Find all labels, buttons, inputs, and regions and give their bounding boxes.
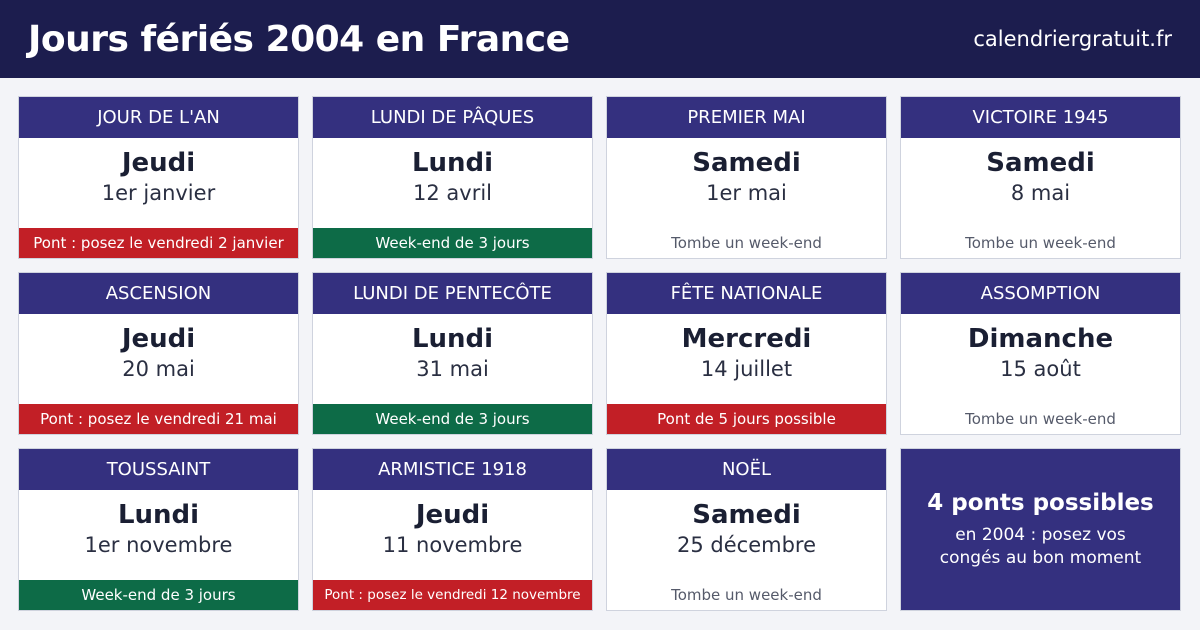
holiday-grid: JOUR DE L'AN Jeudi 1er janvier Pont : po… [18, 96, 1181, 611]
holiday-weekday: Lundi [117, 500, 200, 530]
holiday-card: NOËL Samedi 25 décembre Tombe un week-en… [606, 448, 887, 611]
holiday-weekday: Jeudi [121, 324, 196, 354]
summary-card: 4 ponts possibles en 2004 : posez vos co… [900, 448, 1181, 611]
holiday-name: ASCENSION [19, 273, 298, 314]
holiday-name: JOUR DE L'AN [19, 97, 298, 138]
holiday-date: 1er mai [706, 181, 787, 205]
holiday-card: LUNDI DE PÂQUES Lundi 12 avril Week-end … [312, 96, 593, 259]
holiday-card: ASCENSION Jeudi 20 mai Pont : posez le v… [18, 272, 299, 435]
summary-line-2: congés au bon moment [939, 547, 1142, 568]
page-title: Jours fériés 2004 en France [28, 18, 570, 60]
holiday-card: ARMISTICE 1918 Jeudi 11 novembre Pont : … [312, 448, 593, 611]
holiday-date: 1er janvier [101, 181, 216, 205]
site-name[interactable]: calendriergratuit.fr [973, 27, 1172, 51]
holiday-name: LUNDI DE PENTECÔTE [313, 273, 592, 314]
holiday-note: Week-end de 3 jours [19, 580, 298, 610]
holiday-date: 8 mai [1010, 181, 1071, 205]
holiday-name: NOËL [607, 449, 886, 490]
holiday-date: 1er novembre [84, 533, 233, 557]
holiday-card: VICTOIRE 1945 Samedi 8 mai Tombe un week… [900, 96, 1181, 259]
holiday-date: 15 août [1000, 357, 1081, 381]
holiday-card: TOUSSAINT Lundi 1er novembre Week-end de… [18, 448, 299, 611]
holiday-note: Pont de 5 jours possible [607, 404, 886, 434]
holiday-date: 25 décembre [677, 533, 816, 557]
holiday-note: Tombe un week-end [607, 228, 886, 258]
holiday-name: ASSOMPTION [901, 273, 1180, 314]
holiday-weekday: Samedi [692, 148, 801, 178]
holiday-weekday: Jeudi [121, 148, 196, 178]
holiday-date: 14 juillet [700, 357, 793, 381]
holiday-weekday: Samedi [692, 500, 801, 530]
holiday-date: 20 mai [122, 357, 195, 381]
header-bar: Jours fériés 2004 en France calendriergr… [0, 0, 1200, 78]
holiday-name: FÊTE NATIONALE [607, 273, 886, 314]
holiday-card: PREMIER MAI Samedi 1er mai Tombe un week… [606, 96, 887, 259]
holiday-note: Pont : posez le vendredi 21 mai [19, 404, 298, 434]
holiday-weekday: Jeudi [415, 500, 490, 530]
holiday-note: Pont : posez le vendredi 2 janvier [19, 228, 298, 258]
holiday-note: Tombe un week-end [901, 228, 1180, 258]
holiday-weekday: Dimanche [967, 324, 1114, 354]
holiday-weekday: Lundi [411, 324, 494, 354]
holiday-weekday: Lundi [411, 148, 494, 178]
holiday-card: FÊTE NATIONALE Mercredi 14 juillet Pont … [606, 272, 887, 435]
holiday-note: Tombe un week-end [901, 404, 1180, 434]
holiday-date: 11 novembre [382, 533, 523, 557]
holiday-note: Tombe un week-end [607, 580, 886, 610]
holiday-name: PREMIER MAI [607, 97, 886, 138]
holiday-card: ASSOMPTION Dimanche 15 août Tombe un wee… [900, 272, 1181, 435]
holiday-note: Week-end de 3 jours [313, 404, 592, 434]
summary-line-1: en 2004 : posez vos [955, 524, 1126, 545]
holiday-card: JOUR DE L'AN Jeudi 1er janvier Pont : po… [18, 96, 299, 259]
summary-headline: 4 ponts possibles [927, 489, 1154, 516]
holiday-name: VICTOIRE 1945 [901, 97, 1180, 138]
holiday-name: TOUSSAINT [19, 449, 298, 490]
holiday-note: Week-end de 3 jours [313, 228, 592, 258]
holiday-weekday: Mercredi [681, 324, 812, 354]
holiday-note: Pont : posez le vendredi 12 novembre [313, 580, 592, 610]
holiday-card: LUNDI DE PENTECÔTE Lundi 31 mai Week-end… [312, 272, 593, 435]
holiday-weekday: Samedi [986, 148, 1095, 178]
holiday-date: 12 avril [413, 181, 492, 205]
holiday-name: LUNDI DE PÂQUES [313, 97, 592, 138]
holiday-date: 31 mai [416, 357, 489, 381]
holiday-name: ARMISTICE 1918 [313, 449, 592, 490]
